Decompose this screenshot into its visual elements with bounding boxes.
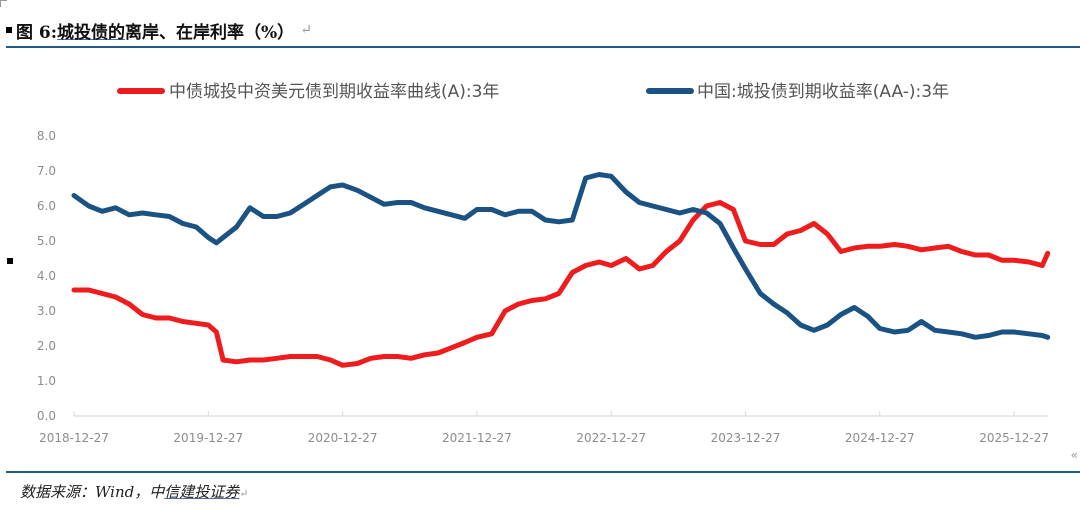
source-prefix: 数据来源：Wind，中	[20, 483, 165, 501]
y-tick-label: 7.0	[37, 164, 56, 178]
side-bullet-icon	[7, 258, 13, 264]
x-axis: 2018-12-27 2019-12-27 2020-12-27 2021-12-27…	[39, 411, 1049, 445]
x-tick-label: 2022-12-27	[576, 431, 646, 445]
y-tick-label: 6.0	[37, 199, 56, 213]
figure-label: 图 6:	[16, 22, 58, 43]
y-tick-label: 8.0	[37, 129, 56, 143]
legend-label-onshore: 中国:城投债到期收益率(AA-):3年	[697, 82, 949, 102]
line-chart: 中债城投中资美元债到期收益率曲线(A):3年 中国:城投债到期收益率(AA-):…	[37, 82, 1051, 445]
x-tick-label: 2021-12-27	[442, 431, 512, 445]
figure-title-underlined: 城投债的	[57, 22, 126, 43]
x-tick-label: 2020-12-27	[308, 431, 378, 445]
figure-title: 图 6: 城投债的 离岸、在岸利率（%） ↵	[6, 18, 312, 43]
source-note: 数据来源：Wind，中信建投证券↵	[20, 481, 248, 502]
legend: 中债城投中资美元债到期收益率曲线(A):3年 中国:城投债到期收益率(AA-):…	[117, 82, 949, 102]
source-underlined: 信建投证券	[164, 483, 240, 501]
scroll-arrow-icon: «	[1070, 448, 1078, 462]
paragraph-mark-icon: ↵	[300, 22, 312, 38]
y-tick-label: 1.0	[37, 374, 56, 388]
source-mark-icon: ↵	[239, 487, 249, 500]
x-tick-label: 2025-12-27	[979, 431, 1049, 445]
corner-crop-mark	[0, 0, 7, 7]
plot-area	[71, 172, 1051, 368]
y-tick-label: 2.0	[37, 339, 56, 353]
x-tick-label: 2024-12-27	[845, 431, 915, 445]
series-line-offshore	[71, 200, 1051, 368]
x-tick-label: 2019-12-27	[173, 431, 243, 445]
y-tick-label: 3.0	[37, 304, 56, 318]
x-tick-label: 2018-12-27	[39, 431, 109, 445]
legend-label-offshore: 中债城投中资美元债到期收益率曲线(A):3年	[169, 82, 499, 102]
y-tick-label: 4.0	[37, 269, 56, 283]
figure-title-rest: 离岸、在岸利率（%）	[125, 22, 295, 43]
source-divider	[6, 471, 1080, 473]
title-divider	[6, 46, 1080, 48]
y-tick-label: 0.0	[37, 409, 56, 423]
series-line-onshore	[71, 172, 1051, 340]
x-tick-label: 2023-12-27	[711, 431, 781, 445]
y-tick-label: 5.0	[37, 234, 56, 248]
title-bullet-icon	[6, 27, 12, 33]
y-axis: 0.0 1.0 2.0 3.0 4.0 5.0 6.0 7.0 8.0	[37, 129, 56, 423]
